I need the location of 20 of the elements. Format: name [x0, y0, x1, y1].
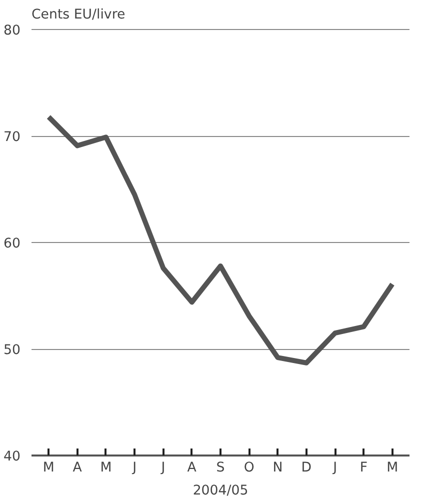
x-tick-label: D: [301, 460, 312, 476]
x-tick-label: J: [160, 460, 166, 476]
y-tick-label: 80: [4, 24, 21, 39]
y-tick-label: 50: [4, 343, 21, 358]
x-tick-label: M: [42, 460, 54, 476]
x-tick-label: O: [244, 460, 254, 476]
x-tick-label: J: [332, 460, 338, 476]
x-tick-label: M: [386, 460, 398, 476]
x-tick-label: A: [187, 460, 196, 476]
x-tick-label: F: [360, 460, 368, 476]
x-tick-label: S: [216, 460, 225, 476]
x-tick-label: J: [132, 460, 137, 476]
y-tick-label: 40: [4, 450, 21, 464]
x-tick-label: N: [272, 460, 283, 476]
y-tick-label: 60: [4, 236, 21, 252]
x-tick-label: M: [100, 460, 112, 476]
x-tick-label: A: [72, 460, 82, 476]
y-axis-title: Cents EU/livre: [32, 8, 126, 22]
x-axis-title: 2004/05: [192, 484, 248, 498]
y-tick-label: 70: [4, 130, 21, 146]
